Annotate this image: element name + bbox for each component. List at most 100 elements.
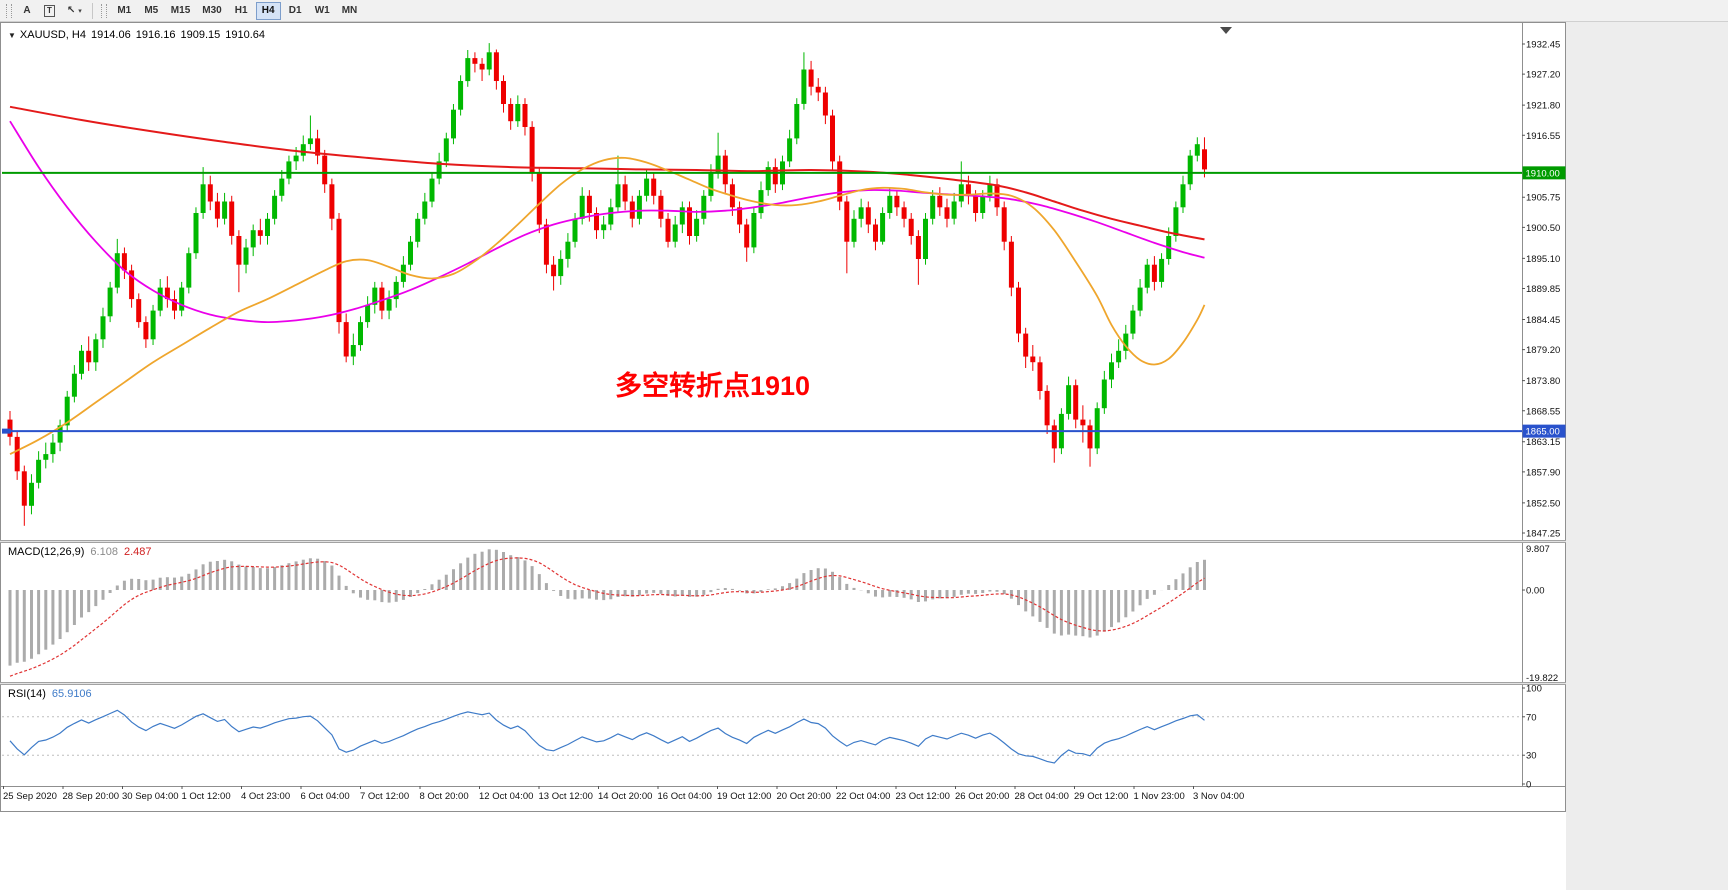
- svg-text:4 Oct 23:00: 4 Oct 23:00: [241, 791, 290, 802]
- textbox-icon: T: [44, 4, 55, 17]
- svg-text:23 Oct 12:00: 23 Oct 12:00: [896, 791, 950, 802]
- rsi-value: 65.9106: [51, 688, 92, 700]
- tf-button-MN[interactable]: MN: [341, 5, 358, 16]
- timeframe-toolbar: M1 M5 M15 M30 H1 H4 D1 W1 MN: [111, 1, 363, 20]
- svg-text:29 Oct 12:00: 29 Oct 12:00: [1074, 791, 1128, 802]
- workspace-empty-area: [1566, 22, 1728, 890]
- svg-text:1905.75: 1905.75: [1526, 193, 1560, 204]
- svg-text:1 Oct 12:00: 1 Oct 12:00: [182, 791, 231, 802]
- chart-info-line: ▼ XAUUSD, H4 1914.06 1916.16 1909.15 1910.64: [8, 29, 265, 41]
- svg-text:1916.55: 1916.55: [1526, 131, 1560, 142]
- svg-text:1879.20: 1879.20: [1526, 345, 1560, 356]
- svg-text:22 Oct 04:00: 22 Oct 04:00: [836, 791, 890, 802]
- tf-button-M15[interactable]: M15: [170, 5, 191, 16]
- candlestick-series: [7, 43, 1207, 526]
- time-scale[interactable]: 25 Sep 2020 28 Sep 20:00 30 Sep 04:00 1 Oct…: [3, 786, 1244, 802]
- macd-signal-line: [9, 557, 1205, 677]
- svg-text:7 Oct 12:00: 7 Oct 12:00: [360, 791, 409, 802]
- high-value: 1916.16: [135, 29, 176, 41]
- chart-window: 1932.45 1927.20 1921.80 1916.55 1905.75 1900.…: [0, 22, 1566, 890]
- svg-text:0.00: 0.00: [1526, 586, 1545, 597]
- close-value: 1910.64: [225, 29, 266, 41]
- svg-text:1865.00: 1865.00: [1526, 427, 1560, 438]
- svg-text:1889.85: 1889.85: [1526, 284, 1560, 295]
- svg-text:19 Oct 12:00: 19 Oct 12:00: [717, 791, 771, 802]
- tf-button-H1[interactable]: H1: [234, 5, 248, 16]
- panel-divider[interactable]: [0, 540, 1566, 543]
- tf-button-W1[interactable]: W1: [314, 5, 330, 16]
- price-scale[interactable]: 1932.45 1927.20 1921.80 1916.55 1905.75 1900.…: [1522, 40, 1560, 540]
- svg-text:0: 0: [1526, 780, 1531, 791]
- rsi-indicator-label: RSI(14) 65.9106: [8, 688, 92, 700]
- svg-text:12 Oct 04:00: 12 Oct 04:00: [479, 791, 533, 802]
- macd-signal-value: 2.487: [123, 546, 152, 558]
- macd-name: MACD(12,26,9): [8, 546, 85, 558]
- rsi-line: [9, 709, 1205, 764]
- timeframe-toolbar-handle[interactable]: [100, 3, 107, 18]
- svg-text:30 Sep 04:00: 30 Sep 04:00: [122, 791, 179, 802]
- svg-text:70: 70: [1526, 712, 1537, 723]
- text-label-tool-button[interactable]: A: [23, 5, 31, 16]
- svg-text:1873.80: 1873.80: [1526, 376, 1560, 387]
- chart-canvas[interactable]: 1932.45 1927.20 1921.80 1916.55 1905.75 1900.…: [0, 22, 1566, 812]
- ma-line-fast-orange: [9, 156, 1206, 455]
- chart-window-border: [0, 22, 1566, 812]
- svg-text:25 Sep 2020: 25 Sep 2020: [3, 791, 57, 802]
- svg-text:1927.20: 1927.20: [1526, 70, 1560, 81]
- svg-text:28 Sep 20:00: 28 Sep 20:00: [63, 791, 120, 802]
- toolbar-drag-handle[interactable]: [6, 3, 12, 18]
- symbol-period-label: XAUUSD, H4: [19, 29, 86, 41]
- svg-text:1884.45: 1884.45: [1526, 315, 1560, 326]
- expand-ohlc-icon[interactable]: ▼: [8, 31, 16, 40]
- svg-text:6 Oct 04:00: 6 Oct 04:00: [301, 791, 350, 802]
- svg-text:1932.45: 1932.45: [1526, 40, 1560, 51]
- rsi-name: RSI(14): [8, 688, 46, 700]
- ma-line-slow-red: [9, 105, 1205, 241]
- svg-text:9.807: 9.807: [1526, 544, 1550, 555]
- toolbar-separator: [91, 2, 93, 19]
- main-toolbar: A T ↖ ▾ M1 M5 M15 M30 H1 H4 D1 W1 MN: [0, 0, 1728, 22]
- tf-button-H4[interactable]: H4: [255, 1, 281, 20]
- tf-button-M5[interactable]: M5: [144, 5, 159, 16]
- svg-text:1857.90: 1857.90: [1526, 467, 1560, 478]
- svg-text:1852.50: 1852.50: [1526, 498, 1560, 509]
- tf-button-M30[interactable]: M30: [202, 5, 222, 16]
- low-value: 1909.15: [180, 29, 221, 41]
- svg-text:100: 100: [1526, 684, 1542, 695]
- hline-left-handle[interactable]: [2, 428, 11, 434]
- svg-text:1868.55: 1868.55: [1526, 406, 1560, 417]
- ma-line-mid-magenta: [9, 120, 1205, 324]
- macd-main-value: 6.108: [90, 546, 118, 558]
- tf-button-M1[interactable]: M1: [117, 5, 132, 16]
- text-box-tool-button[interactable]: T: [39, 2, 60, 20]
- svg-text:8 Oct 20:00: 8 Oct 20:00: [420, 791, 469, 802]
- chevron-down-icon: ▾: [78, 7, 82, 15]
- panel-divider[interactable]: [0, 682, 1566, 685]
- svg-text:1900.50: 1900.50: [1526, 223, 1560, 234]
- svg-text:1 Nov 23:00: 1 Nov 23:00: [1134, 791, 1185, 802]
- svg-text:13 Oct 12:00: 13 Oct 12:00: [539, 791, 593, 802]
- svg-text:1921.80: 1921.80: [1526, 101, 1560, 112]
- svg-text:14 Oct 20:00: 14 Oct 20:00: [598, 791, 652, 802]
- chart-shift-marker[interactable]: [1220, 27, 1232, 34]
- tf-button-D1[interactable]: D1: [288, 5, 302, 16]
- svg-text:20 Oct 20:00: 20 Oct 20:00: [777, 791, 831, 802]
- svg-text:16 Oct 04:00: 16 Oct 04:00: [658, 791, 712, 802]
- macd-indicator-label: MACD(12,26,9) 6.108 2.487: [8, 546, 151, 558]
- svg-text:3 Nov 04:00: 3 Nov 04:00: [1193, 791, 1244, 802]
- cursor-icon: ↖: [66, 5, 76, 16]
- chart-text-annotation[interactable]: 多空转折点1910: [615, 371, 811, 401]
- macd-histogram: [8, 549, 1206, 666]
- price-badge-1910.00: [1522, 166, 1566, 180]
- drawing-tool-button[interactable]: ↖ ▾: [62, 2, 87, 20]
- svg-text:26 Oct 20:00: 26 Oct 20:00: [955, 791, 1009, 802]
- svg-text:-19.822: -19.822: [1526, 673, 1558, 684]
- svg-text:1910.00: 1910.00: [1526, 168, 1560, 179]
- svg-text:30: 30: [1526, 751, 1537, 762]
- open-value: 1914.06: [90, 29, 131, 41]
- svg-text:1847.25: 1847.25: [1526, 529, 1560, 540]
- svg-text:1895.10: 1895.10: [1526, 254, 1560, 265]
- price-badge-1865.00: [1522, 424, 1566, 438]
- svg-text:28 Oct 04:00: 28 Oct 04:00: [1015, 791, 1069, 802]
- svg-text:1863.15: 1863.15: [1526, 437, 1560, 448]
